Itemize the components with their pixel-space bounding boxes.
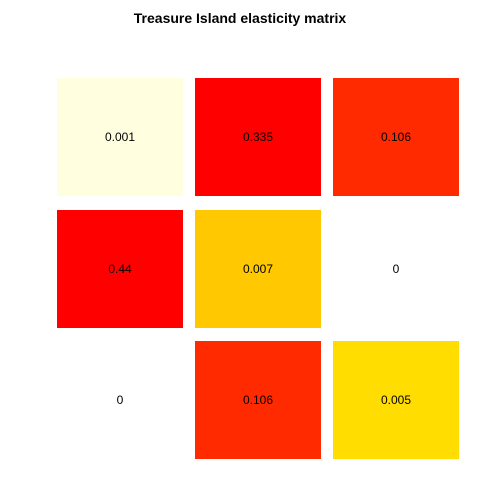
heatmap-cell-label-r3-c3: 0.005 xyxy=(381,393,411,407)
heatmap-cell-label-r2-c2: 0.007 xyxy=(243,262,273,276)
heatmap-cell-label-r2-c1: 0.44 xyxy=(108,262,132,276)
heatmap-cell-label-r1-c3: 0.106 xyxy=(381,130,411,144)
heatmap-cell-label-r1-c1: 0.001 xyxy=(105,130,135,144)
heatmap-cell-label-r3-c1: 0 xyxy=(117,393,124,407)
heatmap-cell-label-r3-c2: 0.106 xyxy=(243,393,273,407)
heatmap-cell-label-r1-c2: 0.335 xyxy=(243,130,273,144)
heatmap-cell-label-r2-c3: 0 xyxy=(393,262,400,276)
